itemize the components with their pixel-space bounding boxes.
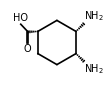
Text: NH$_2$: NH$_2$	[84, 9, 104, 23]
Text: HO: HO	[13, 13, 28, 23]
Text: NH$_2$: NH$_2$	[84, 62, 104, 76]
Text: O: O	[24, 44, 31, 54]
